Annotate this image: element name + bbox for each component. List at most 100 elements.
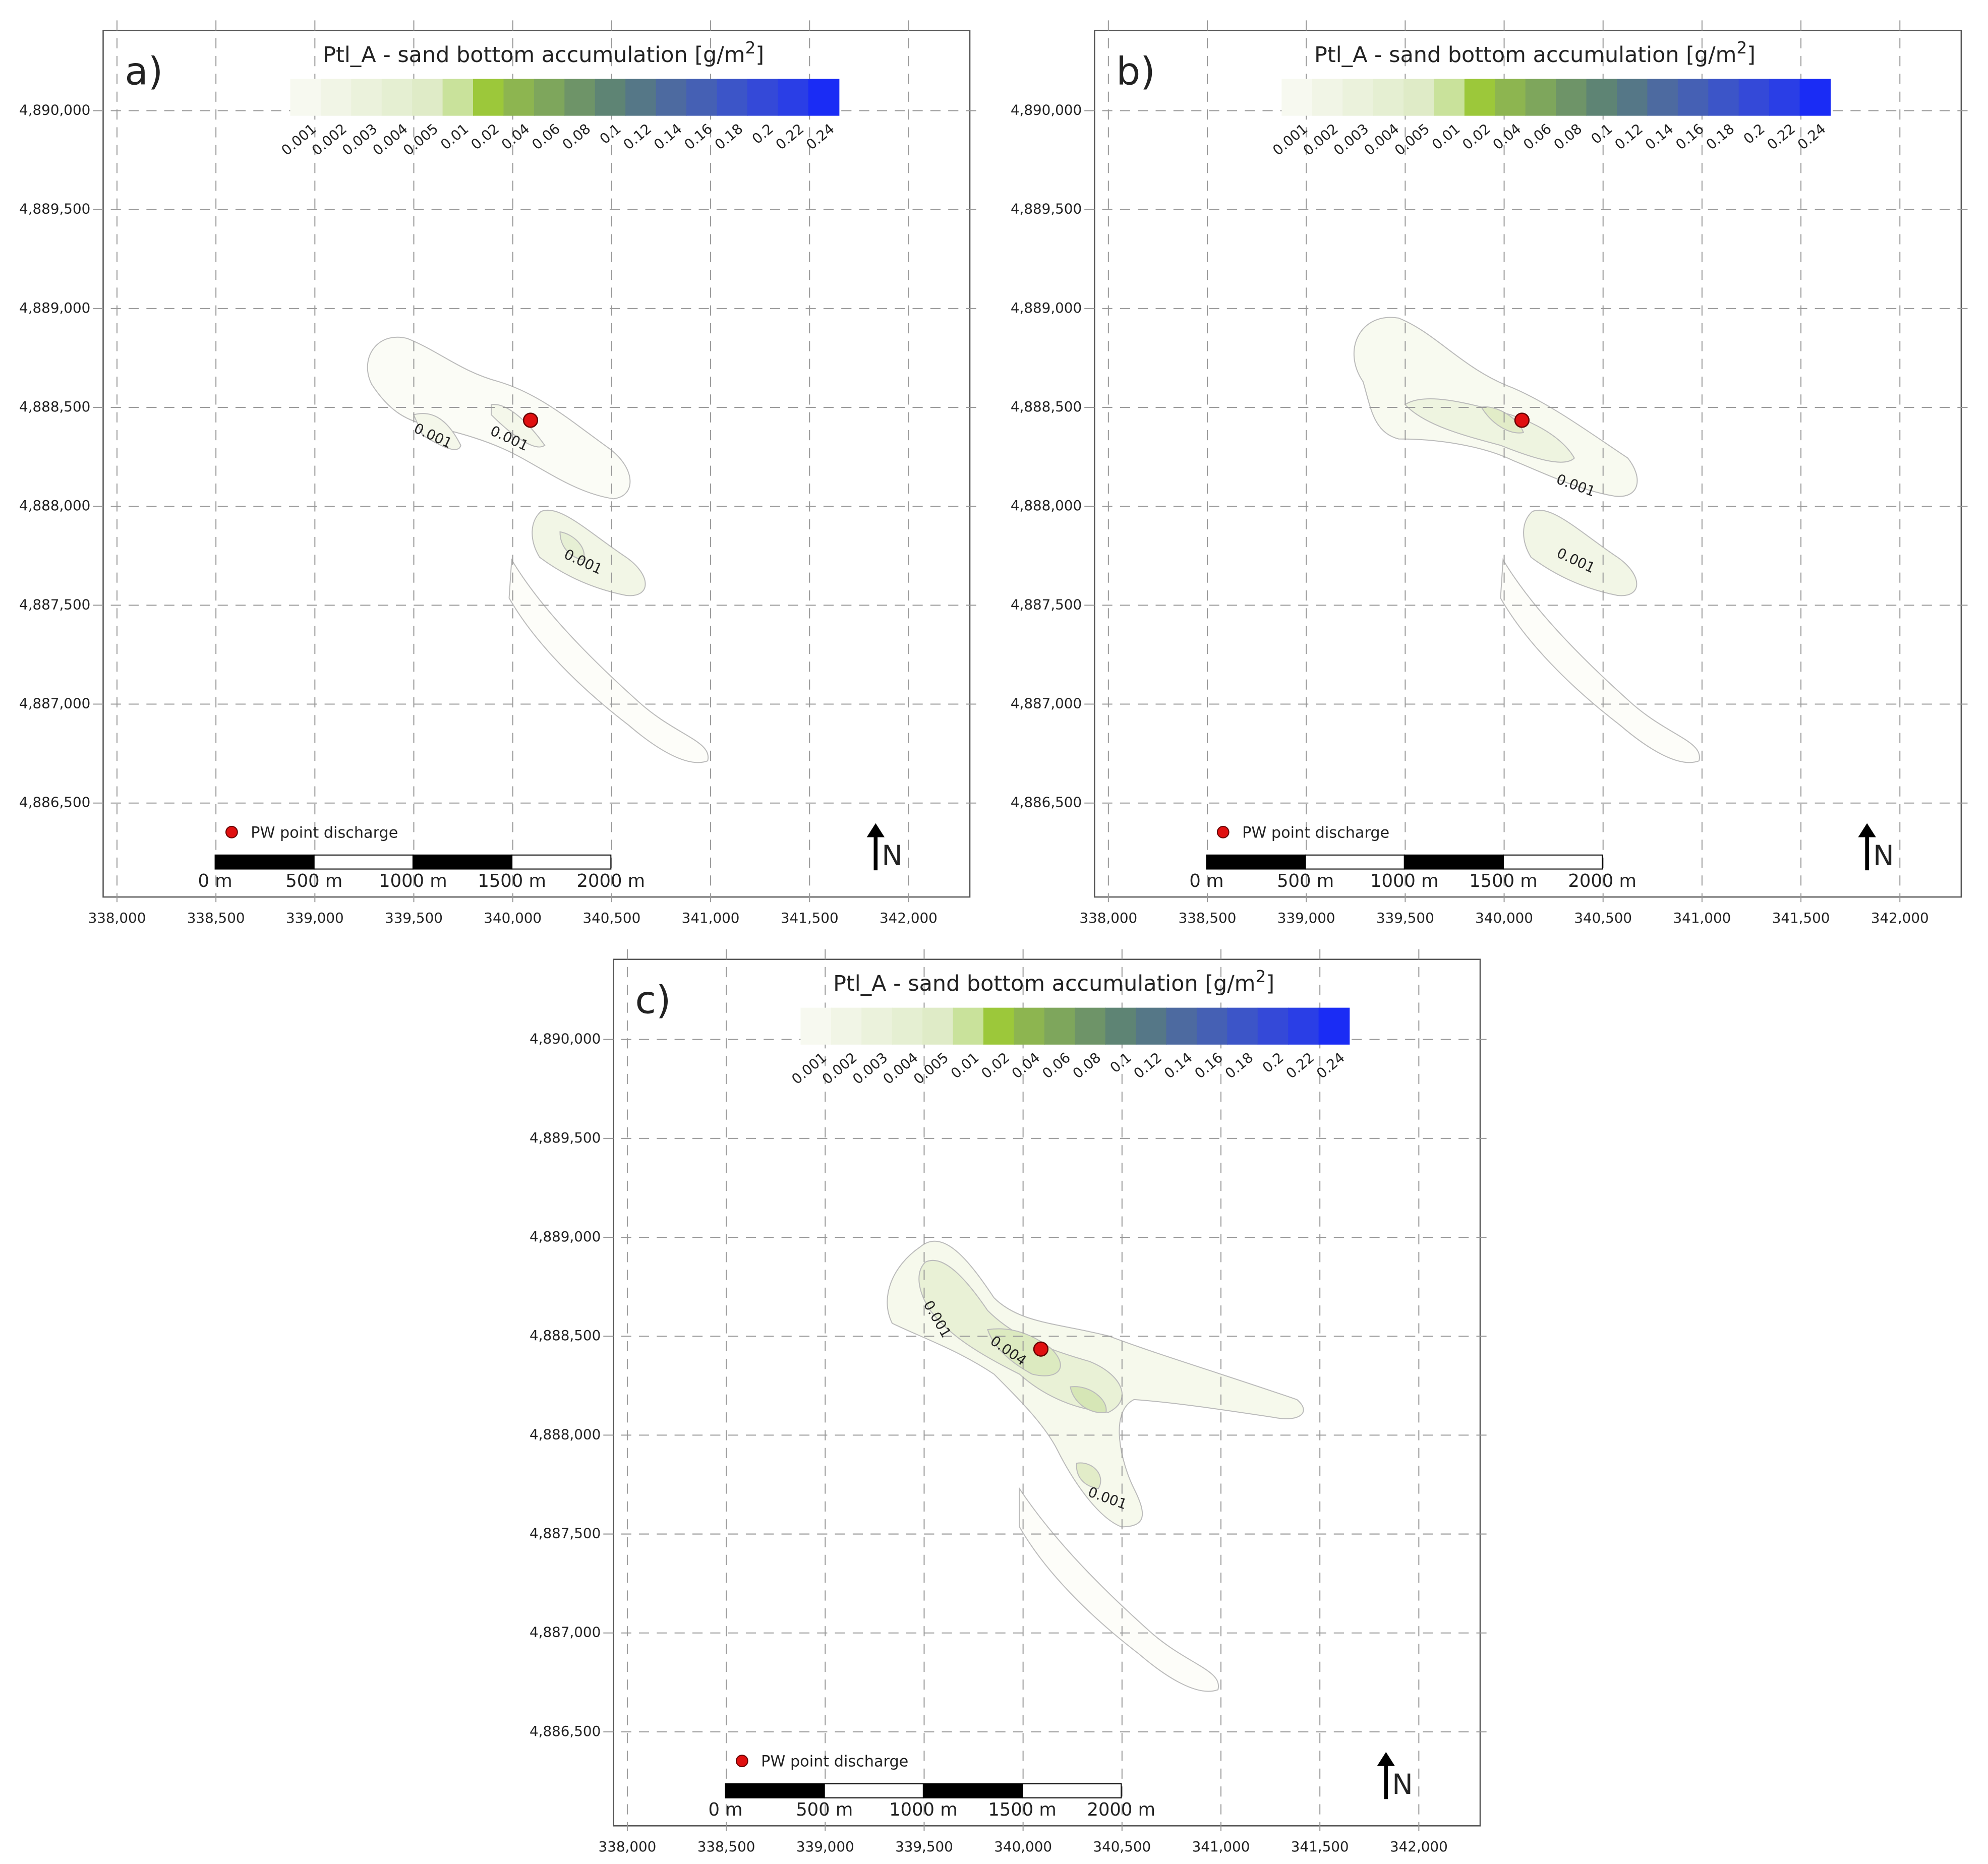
x-tick-label: 340,000 xyxy=(1475,910,1533,926)
scale-label: 1000 m xyxy=(1370,871,1439,891)
colorbar-swatch xyxy=(1769,79,1800,116)
colorbar-swatch xyxy=(503,79,535,116)
x-tick-label: 339,500 xyxy=(385,910,443,926)
colorbar-swatch xyxy=(1647,79,1679,116)
x-tick-label: 338,000 xyxy=(88,910,146,926)
colorbar-swatch xyxy=(351,79,383,116)
colorbar-swatch xyxy=(1373,79,1405,116)
scale-label: 2000 m xyxy=(1087,1799,1156,1820)
x-tick-label: 340,000 xyxy=(484,910,542,926)
panel-label: a) xyxy=(125,49,163,93)
y-tick-label: 4,888,500 xyxy=(530,1327,601,1344)
scale-label: 0 m xyxy=(708,1799,742,1820)
colorbar-swatch xyxy=(983,1007,1015,1045)
scale-segment xyxy=(1404,854,1504,870)
scale-segment xyxy=(725,1783,825,1798)
colorbar-swatch xyxy=(1799,79,1831,116)
legend-marker xyxy=(1216,826,1230,838)
x-tick-label: 341,000 xyxy=(682,910,740,926)
colorbar-swatch xyxy=(381,79,413,116)
north-arrowhead xyxy=(1377,1752,1395,1766)
legend-marker xyxy=(735,1755,748,1767)
north-label: N xyxy=(1873,839,1894,872)
y-tick-label: 4,889,000 xyxy=(530,1228,601,1245)
colorbar-swatch xyxy=(778,79,809,116)
x-tick-label: 339,000 xyxy=(1277,910,1335,926)
scale-segment xyxy=(511,854,612,870)
contour xyxy=(1070,1386,1107,1413)
title-superscript: 2 xyxy=(1255,967,1266,986)
y-tick-label: 4,889,500 xyxy=(530,1129,601,1146)
colorbar-swatch xyxy=(800,1007,832,1045)
contour xyxy=(1076,1462,1101,1489)
x-tick-label: 338,500 xyxy=(187,910,245,926)
map-panel: 338,000 338,500 339,000 339,500 340,000 340,5… xyxy=(19,20,980,926)
discharge-point xyxy=(1514,412,1530,428)
colorbar-swatch xyxy=(1312,79,1343,116)
title-superscript: 2 xyxy=(745,38,756,57)
colorbar-swatch xyxy=(473,79,504,116)
y-tick-label: 4,889,000 xyxy=(1011,299,1082,316)
colorbar-swatch xyxy=(1738,79,1770,116)
colorbar-swatch xyxy=(1136,1007,1167,1045)
scale-segment xyxy=(922,1783,1023,1798)
scale-label: 0 m xyxy=(1189,871,1223,891)
x-tick-label: 338,500 xyxy=(697,1838,755,1855)
x-tick-label: 339,500 xyxy=(1376,910,1434,926)
contour xyxy=(1500,558,1700,763)
x-tick-label: 340,500 xyxy=(1093,1838,1151,1855)
colorbar-swatch xyxy=(1014,1007,1045,1045)
contour xyxy=(491,404,546,448)
colorbar-swatch xyxy=(1166,1007,1198,1045)
y-tick-label: 4,887,000 xyxy=(1011,695,1082,712)
x-tick-label: 338,500 xyxy=(1179,910,1237,926)
y-tick-label: 4,886,500 xyxy=(1011,794,1082,811)
x-tick-label: 341,500 xyxy=(1772,910,1830,926)
colorbar-swatch xyxy=(1616,79,1648,116)
legend-text: PW point discharge xyxy=(761,1753,908,1771)
scale-segment xyxy=(412,854,513,870)
title-text: Ptl_A - sand bottom accumulation [g/m xyxy=(833,971,1255,996)
scale-segment xyxy=(1022,1783,1122,1798)
y-tick-label: 4,890,000 xyxy=(530,1031,601,1047)
x-tick-label: 338,000 xyxy=(1079,910,1137,926)
x-tick-label: 342,000 xyxy=(1390,1838,1448,1855)
x-tick-label: 342,000 xyxy=(880,910,938,926)
colorbar-swatch xyxy=(831,1007,862,1045)
discharge-point xyxy=(522,412,539,428)
colorbar-swatch xyxy=(1525,79,1557,116)
colorbar-swatch xyxy=(412,79,443,116)
scale-segment xyxy=(1305,854,1405,870)
y-tick-label: 4,888,000 xyxy=(19,497,90,514)
colorbar-swatch xyxy=(1586,79,1618,116)
scale-label: 2000 m xyxy=(577,871,646,891)
colorbar-swatch xyxy=(1044,1007,1076,1045)
colorbar-swatch xyxy=(1196,1007,1228,1045)
scale-label: 500 m xyxy=(796,1799,853,1820)
contour xyxy=(1404,398,1575,463)
x-tick-label: 340,500 xyxy=(582,910,640,926)
x-tick-label: 339,000 xyxy=(286,910,344,926)
colorbar-swatch xyxy=(892,1007,923,1045)
legend-text: PW point discharge xyxy=(251,824,398,841)
map-title: Ptl_A - sand bottom accumulation [g/m2] xyxy=(323,38,764,67)
colorbar-swatch xyxy=(922,1007,954,1045)
map-panel: 338,000 338,500 339,000 339,500 340,000 340,5… xyxy=(530,949,1491,1855)
colorbar-swatch xyxy=(320,79,352,116)
colorbar-swatch xyxy=(534,79,565,116)
x-tick-label: 339,500 xyxy=(895,1838,953,1855)
colorbar-swatch xyxy=(1708,79,1739,116)
x-tick-label: 340,000 xyxy=(994,1838,1052,1855)
colorbar-swatch xyxy=(1257,1007,1289,1045)
title-superscript: 2 xyxy=(1736,38,1747,57)
y-tick-label: 4,887,500 xyxy=(19,596,90,613)
map-panel: 338,000 338,500 339,000 339,500 340,000 340,5… xyxy=(1011,20,1972,926)
contour xyxy=(508,558,709,763)
contour xyxy=(1480,406,1525,434)
scale-segment xyxy=(313,854,414,870)
colorbar-swatch xyxy=(1495,79,1526,116)
discharge-point xyxy=(1033,1341,1049,1357)
contour xyxy=(1523,509,1638,596)
y-tick-label: 4,889,500 xyxy=(1011,201,1082,217)
y-tick-label: 4,888,000 xyxy=(530,1426,601,1442)
